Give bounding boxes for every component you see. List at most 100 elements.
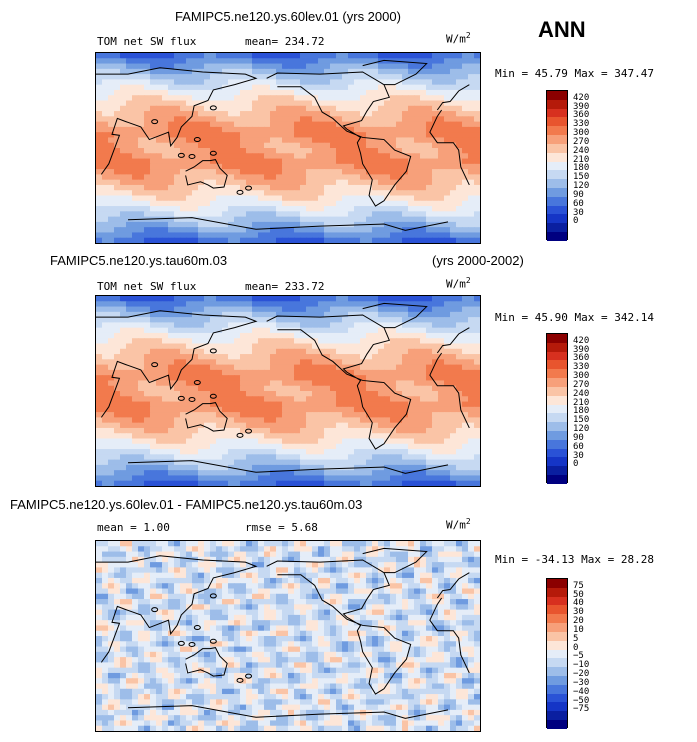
map-field-cell [132, 126, 139, 133]
map-field-cell [306, 322, 313, 329]
map-field-cell [198, 359, 205, 366]
map-field-cell [474, 68, 480, 75]
map-field-cell [270, 380, 277, 387]
map-field-cell [450, 296, 457, 302]
map-field-cell [216, 153, 223, 160]
map-field-cell [222, 216, 229, 223]
map-field-cell [336, 163, 343, 170]
map-field-cell [426, 121, 433, 128]
map-field-cell [306, 396, 313, 403]
map-field-cell [234, 464, 241, 471]
map-field-cell [258, 84, 265, 91]
map-field-cell [252, 179, 259, 186]
map-field-cell [474, 391, 480, 397]
map-field-cell [306, 417, 313, 424]
map-field-cell [276, 132, 283, 139]
map-field-cell [426, 200, 433, 207]
map-field-cell [108, 237, 115, 243]
map-field-cell [114, 317, 121, 323]
map-field-cell [366, 406, 373, 413]
map-field-cell [192, 354, 199, 360]
map-field-cell [438, 105, 445, 112]
map-field-cell [444, 227, 451, 234]
map-field-cell [372, 163, 379, 170]
map-field-cell [420, 438, 427, 445]
map-field-cell [414, 369, 421, 376]
map-field-cell [456, 459, 463, 466]
map-field-cell [150, 385, 157, 392]
map-field-cell [414, 179, 421, 186]
map-field-cell [240, 74, 247, 80]
map-field-cell [240, 454, 247, 461]
map-field-cell [432, 111, 439, 117]
map-field-cell [294, 221, 301, 228]
map-field-cell [228, 443, 235, 450]
map-field-cell [180, 551, 187, 558]
panel1-minmax: Min = 45.79 Max = 347.47 [495, 67, 654, 80]
map-field-cell [174, 169, 181, 175]
map-field-cell [282, 211, 289, 218]
map-field-cell [132, 556, 139, 563]
map-field-cell [312, 200, 319, 207]
map-field-cell [408, 100, 415, 107]
map-field-cell [288, 158, 295, 165]
map-field-cell [180, 58, 187, 65]
map-field-cell [222, 142, 229, 149]
map-field-cell [420, 116, 427, 123]
map-field-cell [414, 412, 421, 418]
map-field-cell [180, 105, 187, 112]
map-field-cell [210, 417, 217, 424]
map-field-cell [426, 443, 433, 450]
map-field-cell [150, 58, 157, 65]
map-field-cell [384, 296, 391, 302]
map-field-cell [258, 449, 265, 455]
map-field-cell [120, 132, 127, 139]
map-field-cell [414, 541, 421, 547]
map-field-cell [228, 454, 235, 461]
map-field-cell [420, 169, 427, 175]
map-field-cell [474, 227, 480, 234]
map-field-cell [108, 449, 115, 455]
map-field-cell [276, 475, 283, 482]
map-field-cell [378, 396, 385, 403]
map-field-cell [246, 354, 253, 360]
map-field-cell [462, 190, 469, 197]
map-field-cell [276, 375, 283, 382]
map-field-cell [144, 174, 151, 181]
map-field-cell [330, 148, 337, 154]
map-field-cell [402, 449, 409, 455]
map-field-cell [348, 169, 355, 175]
map-field-cell [420, 126, 427, 133]
map-field-cell [276, 551, 283, 558]
map-field-cell [126, 100, 133, 107]
map-field-cell [186, 200, 193, 207]
map-field-cell [420, 58, 427, 65]
map-field-cell [198, 338, 205, 345]
map-field-cell [126, 375, 133, 382]
map-field-cell [324, 396, 331, 403]
map-field-cell [168, 449, 175, 455]
map-field-cell [174, 137, 181, 144]
map-field-cell [162, 216, 169, 223]
map-field-cell [222, 475, 229, 482]
map-field-cell [210, 546, 217, 553]
map-field-cell [396, 348, 403, 355]
map-field-cell [150, 459, 157, 466]
map-field-cell [222, 58, 229, 65]
map-field-cell [408, 190, 415, 197]
map-field-cell [312, 100, 319, 107]
map-field-cell [138, 464, 145, 471]
map-field-cell [468, 541, 475, 547]
map-field-cell [138, 126, 145, 133]
map-field-cell [396, 227, 403, 234]
map-field-cell [378, 380, 385, 387]
map-field-cell [180, 84, 187, 91]
map-field-cell [192, 348, 199, 355]
map-field-cell [408, 396, 415, 403]
map-field-cell [222, 111, 229, 117]
map-field-cell [330, 163, 337, 170]
map-field-cell [468, 470, 475, 477]
map-field-cell [360, 459, 367, 466]
map-field-cell [246, 163, 253, 170]
map-field-cell [150, 84, 157, 91]
